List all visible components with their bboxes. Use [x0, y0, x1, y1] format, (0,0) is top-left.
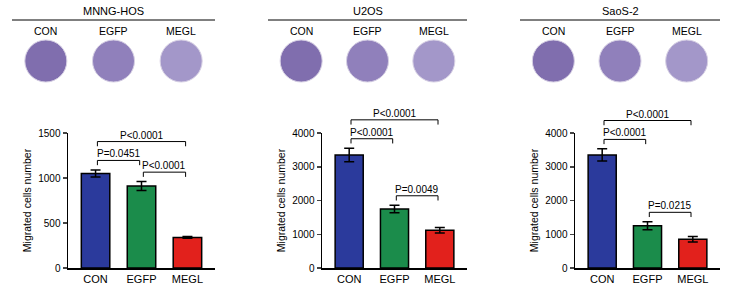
svg-text:4000: 4000: [545, 128, 568, 139]
svg-text:MEGL: MEGL: [166, 25, 196, 37]
svg-text:P<0.0001: P<0.0001: [373, 108, 417, 119]
svg-text:CON: CON: [590, 273, 615, 285]
svg-text:EGFP: EGFP: [380, 273, 410, 285]
svg-text:EGFP: EGFP: [353, 25, 382, 37]
svg-text:Migrated cells number: Migrated cells number: [21, 148, 33, 252]
svg-text:P<0.0001: P<0.0001: [142, 160, 186, 171]
svg-text:P<0.0001: P<0.0001: [350, 127, 394, 138]
svg-text:EGFP: EGFP: [633, 273, 663, 285]
svg-text:P<0.0001: P<0.0001: [603, 127, 647, 138]
svg-text:Migrated cells number: Migrated cells number: [528, 148, 540, 252]
svg-text:SaoS-2: SaoS-2: [602, 5, 639, 17]
svg-text:P=0.0215: P=0.0215: [648, 200, 692, 211]
svg-text:MNNG-HOS: MNNG-HOS: [83, 5, 144, 17]
svg-text:500: 500: [44, 218, 61, 229]
svg-text:P<0.0001: P<0.0001: [626, 109, 670, 120]
svg-text:P<0.0001: P<0.0001: [120, 130, 164, 141]
svg-text:CON: CON: [290, 25, 313, 37]
svg-text:P=0.0451: P=0.0451: [97, 148, 141, 159]
svg-text:P=0.0049: P=0.0049: [395, 184, 439, 195]
svg-text:CON: CON: [542, 25, 565, 37]
svg-text:U2OS: U2OS: [353, 5, 383, 17]
svg-text:3000: 3000: [292, 161, 315, 172]
svg-text:MEGL: MEGL: [672, 25, 702, 37]
svg-text:1500: 1500: [38, 128, 61, 139]
svg-text:MEGL: MEGL: [677, 273, 708, 285]
svg-text:CON: CON: [83, 273, 108, 285]
svg-text:1000: 1000: [545, 229, 568, 240]
svg-text:2000: 2000: [545, 195, 568, 206]
svg-text:CON: CON: [34, 25, 57, 37]
svg-text:EGFP: EGFP: [606, 25, 635, 37]
svg-text:Migrated cells number: Migrated cells number: [275, 148, 287, 252]
svg-text:EGFP: EGFP: [127, 273, 157, 285]
svg-text:1000: 1000: [292, 229, 315, 240]
svg-text:EGFP: EGFP: [99, 25, 128, 37]
svg-text:0: 0: [55, 263, 61, 274]
svg-text:1000: 1000: [38, 173, 61, 184]
svg-text:2000: 2000: [292, 195, 315, 206]
svg-text:MEGL: MEGL: [424, 273, 455, 285]
svg-text:0: 0: [309, 263, 315, 274]
svg-text:MEGL: MEGL: [419, 25, 449, 37]
svg-text:3000: 3000: [545, 161, 568, 172]
svg-text:4000: 4000: [292, 128, 315, 139]
svg-text:0: 0: [562, 263, 568, 274]
svg-text:CON: CON: [337, 273, 362, 285]
svg-text:MEGL: MEGL: [172, 273, 203, 285]
